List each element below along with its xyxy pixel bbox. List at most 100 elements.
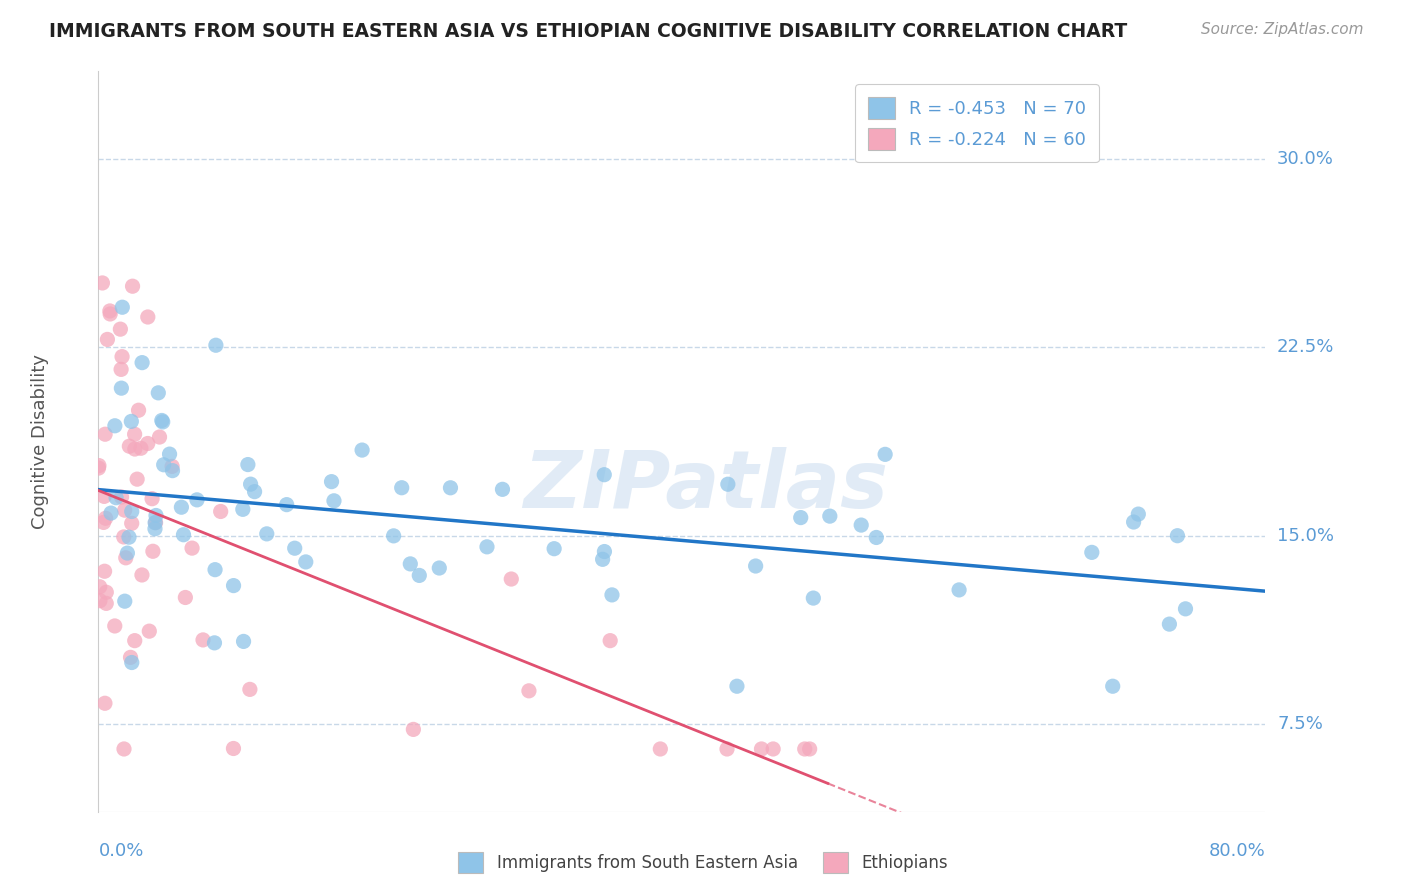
Point	[93, 516, 115, 530]
Point	[851, 518, 873, 533]
Point	[600, 588, 623, 602]
Legend: R = -0.453   N = 70, R = -0.224   N = 60: R = -0.453 N = 70, R = -0.224 N = 60	[855, 84, 1099, 162]
Point	[112, 742, 135, 756]
Point	[543, 541, 565, 556]
Point	[120, 650, 142, 665]
Point	[793, 742, 815, 756]
Point	[239, 682, 262, 697]
Point	[790, 510, 813, 524]
Point	[98, 304, 121, 318]
Point	[142, 544, 165, 558]
Point	[1081, 545, 1104, 559]
Point	[1174, 602, 1197, 616]
Point	[1101, 679, 1123, 693]
Point	[948, 582, 970, 597]
Point	[323, 493, 346, 508]
Point	[111, 300, 134, 314]
Point	[143, 522, 166, 536]
Point	[93, 564, 115, 578]
Point	[120, 414, 142, 428]
Text: Cognitive Disability: Cognitive Disability	[31, 354, 49, 529]
Text: 80.0%: 80.0%	[1209, 842, 1265, 860]
Point	[110, 381, 132, 395]
Point	[136, 310, 159, 324]
Point	[110, 490, 132, 504]
Point	[402, 723, 425, 737]
Point	[159, 447, 181, 461]
Point	[160, 459, 183, 474]
Point	[138, 624, 160, 639]
Point	[89, 593, 111, 607]
Point	[491, 483, 513, 497]
Point	[725, 679, 748, 693]
Point	[875, 447, 897, 461]
Point	[751, 742, 773, 756]
Point	[170, 500, 193, 515]
Point	[427, 561, 450, 575]
Point	[204, 563, 226, 577]
Point	[124, 427, 146, 442]
Point	[181, 541, 204, 555]
Point	[1159, 617, 1181, 632]
Point	[136, 436, 159, 450]
Point	[150, 413, 173, 427]
Point	[110, 322, 132, 336]
Point	[204, 636, 226, 650]
Point	[114, 550, 136, 565]
Point	[239, 477, 262, 491]
Point	[243, 484, 266, 499]
Point	[865, 531, 887, 545]
Point	[744, 559, 766, 574]
Point	[232, 502, 254, 516]
Point	[152, 458, 174, 472]
Point	[100, 506, 122, 520]
Point	[114, 594, 136, 608]
Text: 30.0%: 30.0%	[1277, 150, 1334, 169]
Point	[205, 338, 228, 352]
Point	[93, 489, 115, 503]
Point	[475, 540, 498, 554]
Point	[236, 458, 259, 472]
Point	[104, 418, 127, 433]
Point	[191, 632, 214, 647]
Point	[592, 552, 614, 566]
Point	[114, 503, 136, 517]
Point	[127, 472, 149, 486]
Point	[121, 516, 143, 531]
Point	[96, 333, 118, 347]
Point	[148, 385, 170, 400]
Point	[284, 541, 307, 556]
Point	[118, 530, 141, 544]
Point	[1128, 507, 1150, 521]
Point	[89, 580, 111, 594]
Point	[131, 568, 153, 582]
Point	[124, 442, 146, 456]
Text: ZIPatlas: ZIPatlas	[523, 447, 887, 525]
Point	[321, 475, 343, 489]
Point	[799, 742, 821, 756]
Point	[593, 544, 616, 558]
Point	[87, 461, 110, 475]
Point	[128, 403, 150, 417]
Point	[112, 530, 135, 544]
Point	[222, 578, 245, 592]
Point	[104, 619, 127, 633]
Point	[145, 508, 167, 523]
Point	[762, 742, 785, 756]
Point	[382, 529, 405, 543]
Point	[111, 350, 134, 364]
Point	[1122, 515, 1144, 529]
Point	[408, 568, 430, 582]
Point	[124, 633, 146, 648]
Point	[294, 555, 316, 569]
Point	[801, 591, 824, 606]
Text: IMMIGRANTS FROM SOUTH EASTERN ASIA VS ETHIOPIAN COGNITIVE DISABILITY CORRELATION: IMMIGRANTS FROM SOUTH EASTERN ASIA VS ET…	[49, 22, 1128, 41]
Point	[110, 362, 132, 376]
Point	[105, 491, 128, 505]
Point	[256, 527, 278, 541]
Point	[121, 279, 143, 293]
Point	[209, 504, 232, 518]
Point	[593, 467, 616, 482]
Point	[599, 633, 621, 648]
Legend: Immigrants from South Eastern Asia, Ethiopians: Immigrants from South Eastern Asia, Ethi…	[451, 846, 955, 880]
